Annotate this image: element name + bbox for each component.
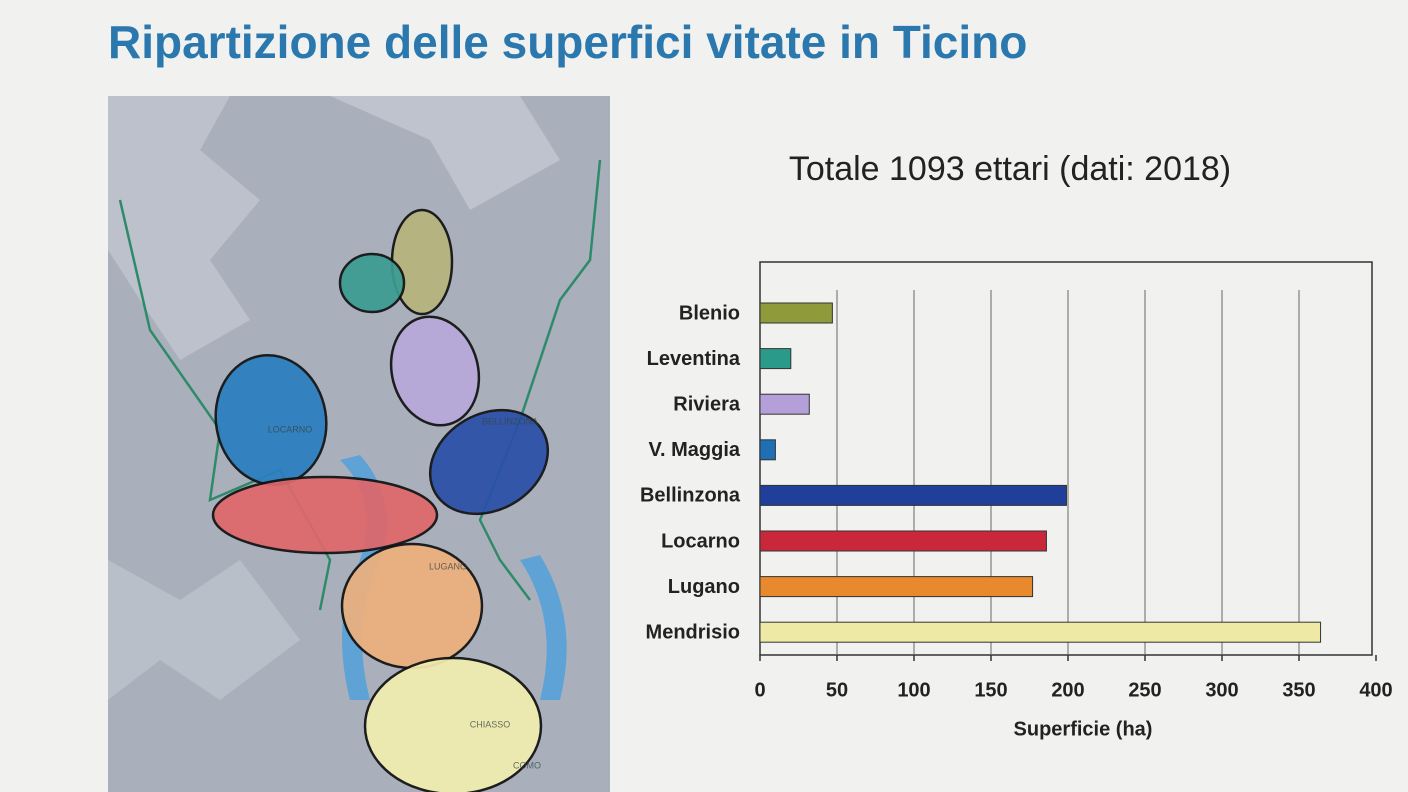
map-label: COMO (513, 760, 541, 770)
x-tick-label: 200 (1051, 679, 1084, 701)
map-label: LUGANO (429, 561, 467, 571)
x-axis-label: Superficie (ha) (1014, 718, 1153, 740)
map-label: LOCARNO (268, 424, 313, 434)
bar (759, 576, 1034, 598)
x-tick-label: 350 (1282, 679, 1315, 701)
map-label: CHIASSO (470, 719, 511, 729)
y-tick-label: Locarno (661, 530, 740, 552)
relief (108, 560, 300, 700)
relief (330, 96, 560, 210)
map-label: BELLINZONA (482, 416, 538, 426)
y-tick-label: Riviera (673, 393, 741, 415)
region-leventina (338, 252, 406, 314)
y-tick-label: Mendrisio (646, 621, 740, 643)
y-tick-label: Bellinzona (640, 485, 741, 507)
bar (759, 302, 833, 324)
bar (759, 439, 776, 461)
x-tick-label: 100 (897, 679, 930, 701)
y-tick-label: Leventina (647, 348, 741, 370)
x-tick-label: 250 (1128, 679, 1161, 701)
x-tick-label: 150 (974, 679, 1007, 701)
map: LOCARNO BELLINZONA LUGANO CHIASSO COMO (108, 96, 610, 792)
border (118, 199, 332, 611)
y-tick-label: Lugano (668, 576, 740, 598)
region-locarno (211, 475, 439, 555)
lake (520, 555, 567, 700)
region-mendrisio (363, 656, 543, 792)
slide-title: Ripartizione delle superfici vitate in T… (108, 16, 1027, 68)
region-riviera (389, 315, 481, 427)
region-bellinzona (428, 408, 550, 516)
relief (108, 96, 260, 360)
x-tick-label: 50 (826, 679, 848, 701)
chart-title: Totale 1093 ettari (dati: 2018) (789, 150, 1231, 188)
x-tick-label: 400 (1359, 679, 1392, 701)
bar (759, 484, 1067, 506)
bar (759, 348, 792, 370)
bar (759, 393, 810, 415)
bar (759, 530, 1047, 552)
y-tick-label: V. Maggia (648, 439, 740, 461)
x-tick-label: 0 (754, 679, 765, 701)
x-tick-label: 300 (1205, 679, 1238, 701)
region-blenio (390, 208, 454, 316)
y-tick-label: Blenio (679, 302, 740, 324)
bar (759, 621, 1322, 643)
